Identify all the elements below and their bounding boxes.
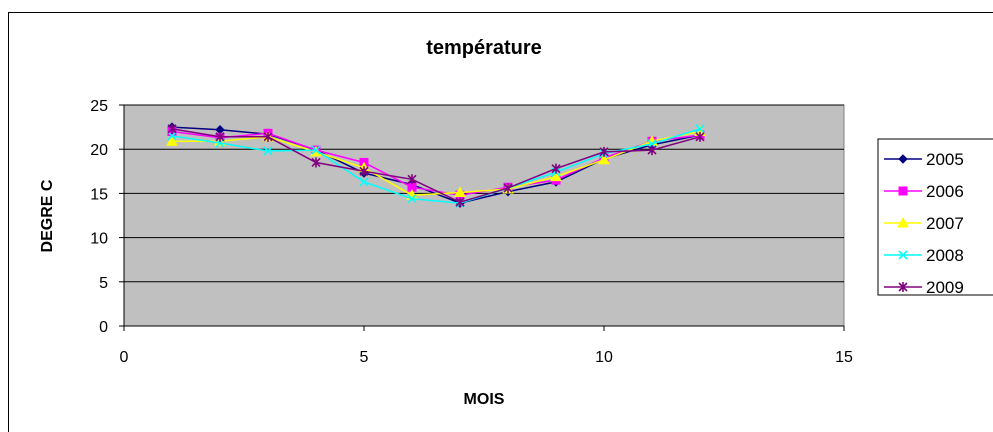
point-2008-5 [359,177,369,187]
point-2008-1 [167,131,177,141]
point-2009-10 [599,146,609,157]
legend-marker-2009 [898,282,908,292]
plot-area [123,104,845,327]
point-2009-3 [263,131,273,142]
legend-marker-2005 [898,154,908,164]
legend-label-2007: 2007 [926,214,964,233]
point-2009-12 [695,131,705,142]
axes [119,104,845,331]
point-2007-9 [550,170,562,182]
point-2007-10 [598,153,610,165]
point-2008-12 [695,124,705,134]
point-2008-3 [263,146,273,156]
point-2009-7 [455,197,465,208]
y-tick-label-25: 25 [90,98,108,115]
point-2007-1 [166,135,178,146]
y-tick-label-20: 20 [90,142,108,159]
legend-marker-2006 [898,186,908,196]
y-tick-label-15: 15 [90,186,108,203]
point-2009-5 [359,166,369,177]
chart-frame [8,12,993,432]
legend-label-2008: 2008 [926,246,964,265]
y-axis-title: DEGRE C [39,179,56,252]
x-tick-label-15: 15 [835,349,853,366]
point-2007-7 [454,186,466,198]
x-tick-label-0: 0 [120,349,129,366]
point-2009-4 [311,157,321,168]
series-group [166,122,706,208]
y-tick-label-5: 5 [99,275,108,292]
x-tick-label-10: 10 [595,349,613,366]
x-tick-label-5: 5 [360,349,369,366]
legend-marker-2007 [897,216,909,228]
point-2009-8 [503,183,513,194]
legend-marker-2008 [898,250,908,260]
point-2009-9 [551,163,561,174]
point-2009-6 [407,174,417,185]
point-2009-1 [167,123,177,134]
legend-label-2006: 2006 [926,182,964,201]
tick-labels: 0 5 10 15 20 25 0 5 10 15 [90,98,853,366]
point-2008-6 [407,194,417,204]
legend-label-2009: 2009 [926,278,964,297]
x-axis-title: MOIS [464,391,505,408]
point-2009-2 [215,131,225,142]
y-tick-label-0: 0 [99,319,108,336]
series-2009 [167,123,705,208]
chart-title: température [426,37,542,59]
series-line-2009 [171,128,701,204]
y-tick-label-10: 10 [90,231,108,248]
legend: 2005 2006 2007 2008 2009 [877,138,993,297]
line-chart: 0 5 10 15 20 25 0 5 10 15 température MOIS DEGRE … [39,37,993,408]
point-2008-4 [311,145,321,155]
legend-box [877,138,993,296]
point-2009-11 [647,145,657,156]
legend-label-2005: 2005 [926,150,964,169]
grid-lines [124,104,844,283]
